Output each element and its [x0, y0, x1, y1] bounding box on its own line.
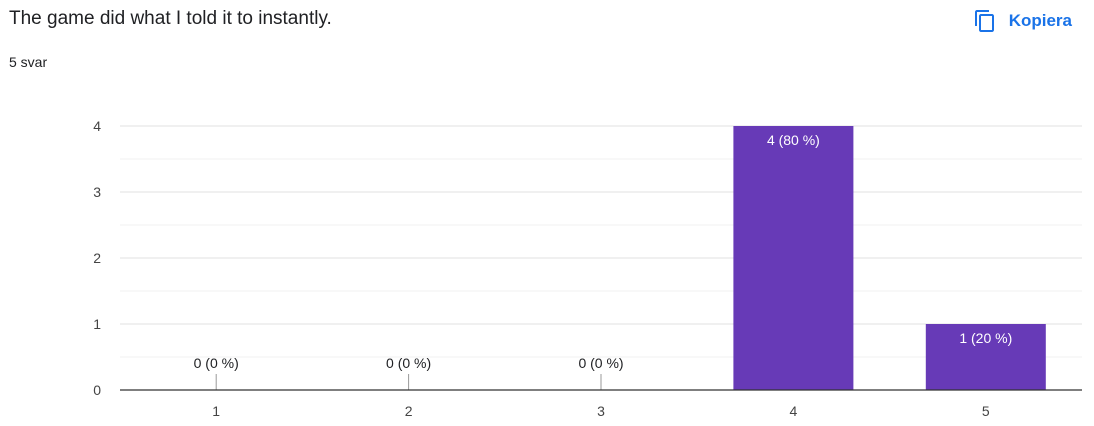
x-tick-label: 3 — [597, 403, 605, 419]
y-tick-label: 4 — [93, 118, 101, 134]
response-count: 5 svar — [9, 54, 48, 70]
data-label: 1 (20 %) — [959, 330, 1012, 346]
bar — [733, 126, 854, 390]
y-tick-label: 1 — [93, 316, 101, 332]
copy-chart-button[interactable]: Kopiera — [969, 5, 1076, 37]
data-label: 0 (0 %) — [386, 355, 431, 371]
copy-icon — [973, 9, 997, 33]
x-tick-label: 2 — [405, 403, 413, 419]
y-tick-label: 0 — [93, 382, 101, 398]
y-tick-label: 2 — [93, 250, 101, 266]
x-tick-label: 5 — [982, 403, 990, 419]
bar — [925, 324, 1046, 390]
x-tick-label: 4 — [790, 403, 798, 419]
question-title: The game did what I told it to instantly… — [9, 8, 332, 29]
data-label: 0 (0 %) — [194, 355, 239, 371]
data-label: 4 (80 %) — [767, 132, 820, 148]
copy-label: Kopiera — [1008, 11, 1072, 30]
data-label: 0 (0 %) — [578, 355, 623, 371]
x-tick-label: 1 — [212, 403, 220, 419]
y-tick-label: 3 — [93, 184, 101, 200]
